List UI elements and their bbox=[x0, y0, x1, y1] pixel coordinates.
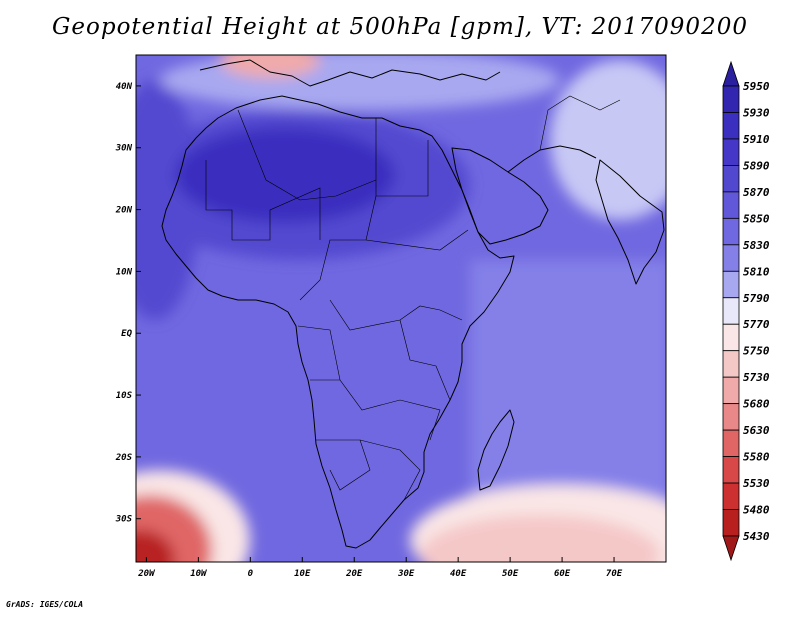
colorbar-label: 5870 bbox=[743, 186, 770, 199]
border-segment bbox=[365, 229, 469, 251]
lon-tick-label: 70E bbox=[606, 569, 623, 579]
field-south-atl-core bbox=[136, 530, 175, 562]
colorbar-swatch bbox=[722, 429, 740, 457]
border-segment bbox=[375, 118, 429, 197]
colorbar-swatch bbox=[722, 165, 740, 193]
colorbar-swatch bbox=[722, 297, 740, 325]
colorbar-swatch bbox=[722, 270, 740, 299]
field-indian-low bbox=[420, 515, 660, 562]
colorbar-label: 5680 bbox=[743, 398, 770, 411]
colorbar-label: 5910 bbox=[743, 133, 770, 146]
lon-tick-label: 20W bbox=[137, 569, 156, 579]
lat-tick-label: EQ bbox=[121, 329, 132, 339]
border-segment bbox=[359, 439, 421, 501]
coastline-europe bbox=[199, 59, 501, 87]
colorbar-swatch bbox=[722, 85, 740, 113]
colorbar-swatch bbox=[722, 138, 740, 166]
lat-tick-label: 40N bbox=[116, 82, 133, 92]
field-europe-high bbox=[220, 55, 320, 78]
colorbar-swatch bbox=[722, 535, 740, 562]
lon-tick-label: 0 bbox=[248, 569, 254, 579]
lon-tick-label: 10E bbox=[294, 569, 311, 579]
colorbar-label: 5890 bbox=[743, 159, 770, 172]
colorbar-swatch bbox=[722, 191, 740, 219]
colorbar-swatch bbox=[722, 403, 740, 431]
border-segment bbox=[329, 299, 463, 331]
border-segment bbox=[299, 195, 377, 301]
coastline-madagascar bbox=[477, 409, 515, 491]
border-segment bbox=[339, 379, 441, 441]
credit-label: GrADS: IGES/COLA bbox=[6, 600, 84, 609]
border-segment bbox=[539, 95, 621, 151]
colorbar-swatch bbox=[722, 509, 740, 537]
coastline-africa bbox=[161, 95, 515, 549]
colorbar-swatch bbox=[722, 482, 740, 510]
country-borders bbox=[205, 95, 621, 501]
lon-tick-label: 30E bbox=[397, 569, 415, 579]
field-asia-pale bbox=[550, 60, 666, 220]
field-ocean-east bbox=[470, 260, 666, 500]
colorbar-label: 5530 bbox=[743, 477, 770, 490]
lat-tick-label: 10S bbox=[116, 391, 133, 401]
colorbar-swatch bbox=[722, 323, 740, 352]
lon-tick-label: 20E bbox=[345, 569, 363, 579]
colorbar-swatch bbox=[722, 60, 740, 87]
lon-tick-label: 40E bbox=[450, 569, 467, 579]
lon-tick-label: 50E bbox=[502, 569, 519, 579]
border-segment bbox=[205, 160, 321, 241]
coastline-india bbox=[595, 159, 665, 285]
colorbar-swatch bbox=[722, 112, 740, 140]
coastline-arabia bbox=[451, 147, 549, 245]
lon-tick-label: 10W bbox=[190, 569, 208, 579]
lat-tick-label: 30S bbox=[115, 515, 133, 525]
colorbar-label: 5930 bbox=[743, 106, 770, 119]
field-sahara-core bbox=[175, 127, 395, 223]
colorbar-label: 5430 bbox=[743, 530, 770, 543]
field-med-north bbox=[160, 55, 560, 110]
lat-tick-label: 10N bbox=[116, 267, 133, 277]
colorbar-swatch bbox=[722, 376, 740, 405]
colorbar-label: 5580 bbox=[743, 451, 770, 464]
colorbar-swatch bbox=[722, 456, 740, 484]
colorbar-label: 5630 bbox=[743, 424, 770, 437]
border-segment bbox=[297, 325, 341, 381]
border-segment bbox=[399, 319, 451, 401]
lat-tick-label: 20S bbox=[115, 453, 133, 463]
colorbar-swatch bbox=[722, 350, 740, 378]
colorbar-label: 5770 bbox=[743, 318, 770, 331]
border-segment bbox=[237, 109, 377, 201]
height-field bbox=[136, 55, 666, 562]
coastlines bbox=[161, 59, 665, 549]
colorbar-label: 5730 bbox=[743, 371, 770, 384]
colorbar-label: 5480 bbox=[743, 504, 770, 517]
colorbar-label: 5950 bbox=[743, 80, 770, 93]
colorbar-label: 5790 bbox=[743, 292, 770, 305]
colorbar-swatch bbox=[722, 217, 740, 246]
colorbar-label: 5850 bbox=[743, 212, 770, 225]
border-segment bbox=[316, 439, 371, 491]
colorbar-swatch bbox=[722, 244, 740, 272]
map-frame bbox=[135, 54, 667, 563]
colorbar-label: 5830 bbox=[743, 239, 770, 252]
colorbar-label: 5810 bbox=[743, 265, 770, 278]
lon-tick-label: 60E bbox=[554, 569, 571, 579]
map-title: Geopotential Height at 500hPa [gpm], VT:… bbox=[52, 14, 748, 40]
colorbar: 5950 5930 5910 5890 5870 5850 5830 5810 5790 5770… bbox=[722, 60, 770, 562]
lat-tick-label: 30N bbox=[115, 144, 133, 154]
axis-ticks: 40N 30N 20N 10N EQ 10S 20S 30S 20W 10W 0 10E 20E 30E 4… bbox=[115, 82, 623, 579]
coastline-persian-gulf bbox=[507, 145, 597, 173]
lat-tick-label: 20N bbox=[115, 206, 133, 216]
colorbar-label: 5750 bbox=[743, 345, 770, 358]
